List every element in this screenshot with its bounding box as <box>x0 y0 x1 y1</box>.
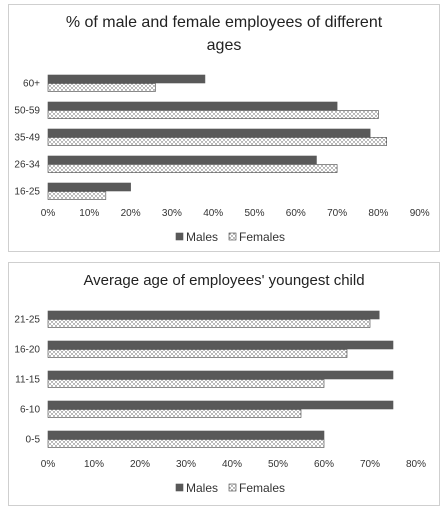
legend-label-females: Females <box>239 481 285 495</box>
x-tick-label: 60% <box>286 208 306 219</box>
category-label: 50-59 <box>14 106 40 117</box>
category-label: 35-49 <box>14 133 40 144</box>
chart-title-line-2: ages <box>207 37 242 54</box>
chart-employee-ages: % of male and female employees of differ… <box>14 14 430 244</box>
chart-title: Average age of employees' youngest child <box>83 272 364 289</box>
category-label: 16-25 <box>14 187 40 198</box>
chart-title: % of male and female employees of differ… <box>66 14 383 31</box>
x-tick-label: 70% <box>360 459 380 470</box>
legend-label-males: Males <box>186 481 218 495</box>
bar-males-60+ <box>47 74 206 84</box>
category-label: 16-20 <box>14 345 40 356</box>
chart-youngest-child: Average age of employees' youngest child… <box>14 272 426 495</box>
bar-females-60+ <box>47 83 156 92</box>
bar-females-21-25 <box>47 319 371 328</box>
x-tick-label: 40% <box>222 459 242 470</box>
chart-panel-youngest-child: Average age of employees' youngest child… <box>8 262 440 506</box>
category-label: 11-15 <box>15 375 40 386</box>
category-label: 26-34 <box>14 160 40 171</box>
bar-males-35-49 <box>47 128 371 138</box>
category-label: 0-5 <box>26 435 41 446</box>
x-tick-label: 60% <box>314 459 334 470</box>
category-label: 60+ <box>23 79 40 90</box>
bar-males-16-20 <box>47 340 394 350</box>
legend-swatch-males <box>175 483 184 492</box>
bar-females-16-25 <box>47 191 107 200</box>
bar-females-35-49 <box>47 137 387 146</box>
x-tick-label: 80% <box>368 208 388 219</box>
bar-males-0-5 <box>47 430 325 440</box>
bar-females-0-5 <box>47 439 325 448</box>
x-tick-label: 50% <box>244 208 264 219</box>
x-tick-label: 90% <box>410 208 430 219</box>
x-tick-label: 30% <box>176 459 196 470</box>
x-tick-label: 30% <box>162 208 182 219</box>
x-tick-label: 10% <box>84 459 104 470</box>
category-label: 6-10 <box>20 405 40 416</box>
legend-swatch-females <box>228 232 237 241</box>
bar-males-50-59 <box>47 101 338 111</box>
legend-label-males: Males <box>186 230 218 244</box>
bar-males-16-25 <box>47 182 131 192</box>
bar-males-21-25 <box>47 310 380 320</box>
chart-panel-employee-ages: % of male and female employees of differ… <box>8 4 440 252</box>
x-tick-label: 0% <box>41 208 56 219</box>
legend-label-females: Females <box>239 230 285 244</box>
bar-females-50-59 <box>47 110 379 119</box>
x-tick-label: 0% <box>41 459 56 470</box>
category-label: 21-25 <box>14 315 40 326</box>
bar-males-11-15 <box>47 370 394 380</box>
bar-females-26-34 <box>47 164 338 173</box>
bar-females-11-15 <box>47 379 325 388</box>
bar-females-16-20 <box>47 349 348 358</box>
bar-females-6-10 <box>47 409 302 418</box>
legend-swatch-females <box>228 483 237 492</box>
x-tick-label: 50% <box>268 459 288 470</box>
x-tick-label: 20% <box>121 208 141 219</box>
x-tick-label: 20% <box>130 459 150 470</box>
x-tick-label: 10% <box>79 208 99 219</box>
bar-males-26-34 <box>47 155 317 165</box>
x-tick-label: 70% <box>327 208 347 219</box>
x-tick-label: 80% <box>406 459 426 470</box>
bar-males-6-10 <box>47 400 394 410</box>
legend-swatch-males <box>175 232 184 241</box>
x-tick-label: 40% <box>203 208 223 219</box>
